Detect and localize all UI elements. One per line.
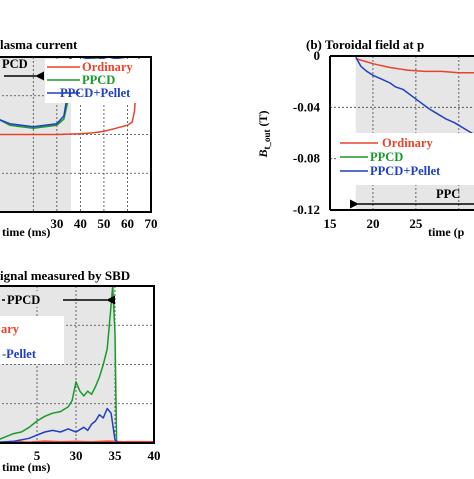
x-tick-label: 15	[324, 216, 338, 231]
y-tick-label: -0.08	[293, 151, 321, 166]
legend: ary -Pellet	[0, 316, 64, 364]
plot-frame	[0, 56, 152, 213]
plot-frame	[0, 285, 155, 444]
legend-label-ppcd: PPCD	[370, 150, 403, 164]
x-tick-label: 70	[145, 216, 158, 231]
annotation-bg	[5, 291, 63, 307]
ppcd-annotation-label: PPCD	[7, 293, 40, 307]
panel-a: lasma current PCD Ordinary PPCD PPCD+Pel…	[0, 37, 158, 239]
panel-a-title: lasma current	[0, 37, 78, 52]
legend-label-ppcd: PPCD	[82, 73, 115, 87]
panel-c-title: ignal measured by SBD	[0, 268, 130, 283]
x-tick-label: 5	[34, 448, 41, 463]
ppcd-annotation-label: PPC	[436, 187, 460, 201]
legend-label-ordinary: Ordinary	[82, 60, 133, 74]
ppcd-interval-annotation: PPCD	[2, 291, 116, 307]
legend: Ordinary PPCD PPCD+Pellet	[45, 59, 149, 103]
series-line-ppcd-pellet	[355, 56, 474, 136]
ppcd-shaded-region	[0, 286, 115, 443]
ppcd-annotation-label: PCD	[2, 57, 28, 71]
x-tick-label: 35	[109, 448, 123, 463]
legend: Ordinary PPCD PPCD+Pellet	[336, 133, 474, 185]
legend-label-pellet: -Pellet	[2, 347, 37, 361]
x-tick-label: 40	[148, 448, 161, 463]
series-line-ppcd-pellet	[0, 407, 154, 444]
legend-box	[336, 133, 474, 185]
x-axis-label: time (p	[428, 225, 465, 239]
y-axis-label: Bt_out (T)	[256, 110, 272, 158]
x-axis-label: time (ms)	[2, 225, 50, 239]
x-tick-label: 30	[50, 216, 63, 231]
legend-box	[0, 316, 64, 364]
x-tick-label: 40	[74, 216, 87, 231]
series-line-ordinary	[355, 57, 474, 74]
x-tick-label: 30	[70, 448, 83, 463]
panel-b: (b) Toroidal field at p 0 -0.04 -0.08 -0.12…	[256, 37, 474, 239]
series-lines	[0, 285, 155, 444]
y-tick-label: -0.12	[293, 202, 320, 217]
legend-label-ordinary: ary	[1, 322, 20, 336]
y-tick-labels: 0 -0.04 -0.08 -0.12	[293, 48, 321, 217]
panel-b-title: (b) Toroidal field at p	[306, 37, 424, 52]
y-tick-label: -0.04	[293, 99, 321, 114]
x-tick-labels: 15 20 25	[324, 216, 423, 231]
series-line-ppcd	[0, 285, 154, 444]
y-tick-label: 0	[314, 48, 321, 63]
x-tick-label: 60	[121, 216, 134, 231]
series-lines	[355, 56, 474, 136]
x-tick-labels: 30 40 50 60 70	[50, 216, 157, 231]
ppcd-interval-annotation: PPC	[349, 187, 474, 209]
x-tick-labels: 5 30 35 40	[34, 448, 161, 463]
x-tick-label: 50	[97, 216, 110, 231]
x-tick-label: 20	[366, 216, 379, 231]
series-line-ordinary	[0, 440, 155, 443]
ppcd-interval-annotation: PCD	[2, 57, 45, 81]
x-axis-label: time (ms)	[2, 460, 50, 474]
x-tick-label: 25	[409, 216, 423, 231]
panel-c: ignal measured by SBD PPCD ary -Pellet 5…	[0, 268, 161, 474]
legend-label-pellet: PPCD+Pellet	[60, 86, 131, 100]
legend-label-ordinary: Ordinary	[382, 136, 433, 150]
legend-label-pellet: PPCD+Pellet	[370, 164, 441, 178]
